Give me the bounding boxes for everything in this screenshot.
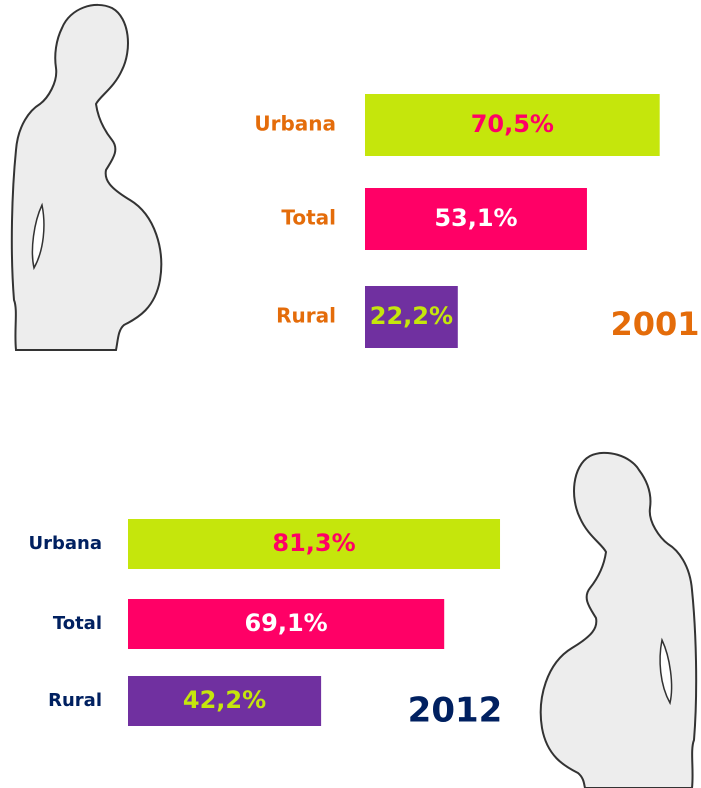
category-label: Rural [48, 690, 102, 711]
silhouette-arm-gap [659, 637, 673, 706]
category-label: Rural [276, 304, 336, 328]
category-label: Total [53, 613, 102, 634]
bar [128, 519, 501, 569]
bar [365, 286, 458, 348]
silhouette [10, 3, 163, 351]
bar [128, 599, 445, 649]
value-label: 53,1% [434, 204, 517, 232]
bar [365, 188, 587, 250]
chart-title: 2001 [610, 305, 699, 343]
value-label: 42,2% [183, 686, 266, 714]
category-label: Total [281, 206, 336, 230]
value-label: 69,1% [244, 609, 327, 637]
silhouette-arm-gap [31, 202, 45, 271]
bar [128, 676, 322, 726]
bar [365, 94, 660, 156]
chart-title: 2012 [408, 691, 503, 731]
value-label: 81,3% [272, 529, 355, 557]
silhouette [539, 451, 698, 788]
value-label: 22,2% [370, 302, 453, 330]
value-label: 70,5% [471, 110, 554, 138]
category-label: Urbana [254, 112, 336, 136]
category-label: Urbana [29, 533, 103, 554]
